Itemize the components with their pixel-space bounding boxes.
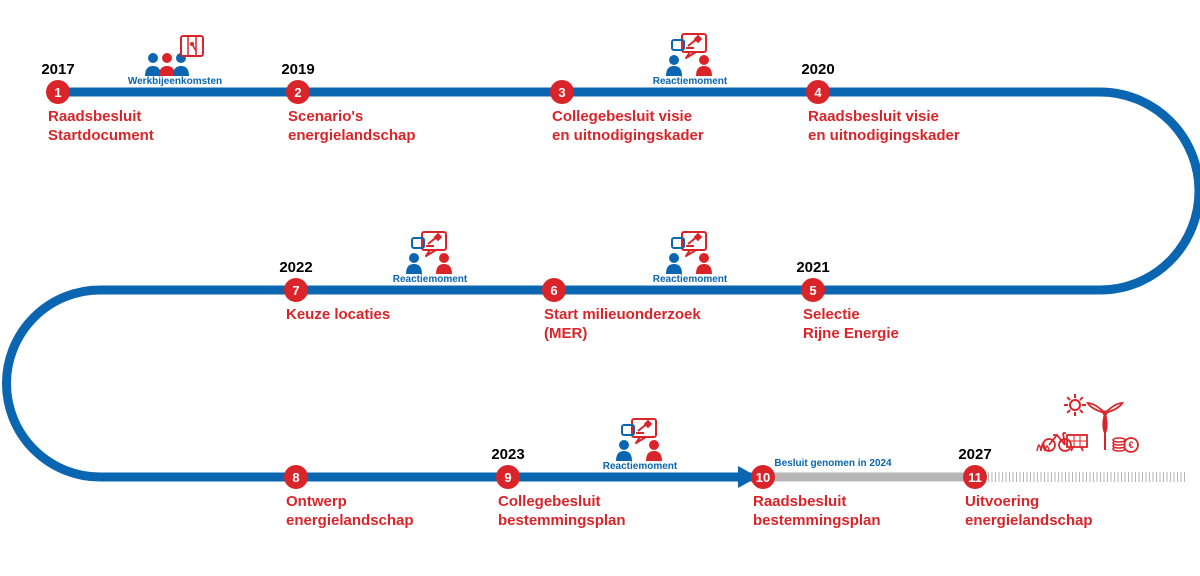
timeline-node: 1	[46, 80, 70, 104]
node-title: Collegebesluitbestemmingsplan	[498, 493, 626, 531]
timeline-node: 8	[284, 465, 308, 489]
year-label: 2021	[796, 259, 829, 276]
svg-text:€: €	[1128, 440, 1133, 450]
node-title: RaadsbesluitStartdocument	[48, 108, 154, 146]
timeline-node: 5	[801, 278, 825, 302]
timeline-node: 11	[963, 465, 987, 489]
year-label: 2020	[801, 61, 834, 78]
year-label: 2017	[41, 61, 74, 78]
node-title: Scenario'senergielandschap	[288, 108, 416, 146]
timeline-node: 3	[550, 80, 574, 104]
timeline-node: 6	[542, 278, 566, 302]
year-label: 2027	[958, 446, 991, 463]
timeline-node: 2	[286, 80, 310, 104]
timeline-node: 7	[284, 278, 308, 302]
annotation-label: Reactiemoment	[653, 274, 727, 285]
timeline-node: 4	[806, 80, 830, 104]
annotation-label: Werkbijeenkomsten	[128, 76, 222, 87]
node-title: SelectieRijne Energie	[803, 306, 899, 344]
node-title: Collegebesluit visieen uitnodigingskader	[552, 108, 704, 146]
year-label: 2022	[279, 259, 312, 276]
timeline-node: 10	[751, 465, 775, 489]
node-title: Start milieuonderzoek(MER)	[544, 306, 701, 344]
year-label: 2023	[491, 446, 524, 463]
timeline-node: 9	[496, 465, 520, 489]
annotation-label: Reactiemoment	[603, 461, 677, 472]
node-title: Raadsbesluitbestemmingsplan	[753, 493, 881, 531]
node-title: Keuze locaties	[286, 306, 390, 325]
node-title: Raadsbesluit visieen uitnodigingskader	[808, 108, 960, 146]
node-title: Ontwerpenergielandschap	[286, 493, 414, 531]
annotation-label: Reactiemoment	[653, 76, 727, 87]
annotation-label: Reactiemoment	[393, 274, 467, 285]
above-line-note: Besluit genomen in 2024	[774, 458, 891, 469]
node-title: Uitvoeringenergielandschap	[965, 493, 1093, 531]
year-label: 2019	[281, 61, 314, 78]
